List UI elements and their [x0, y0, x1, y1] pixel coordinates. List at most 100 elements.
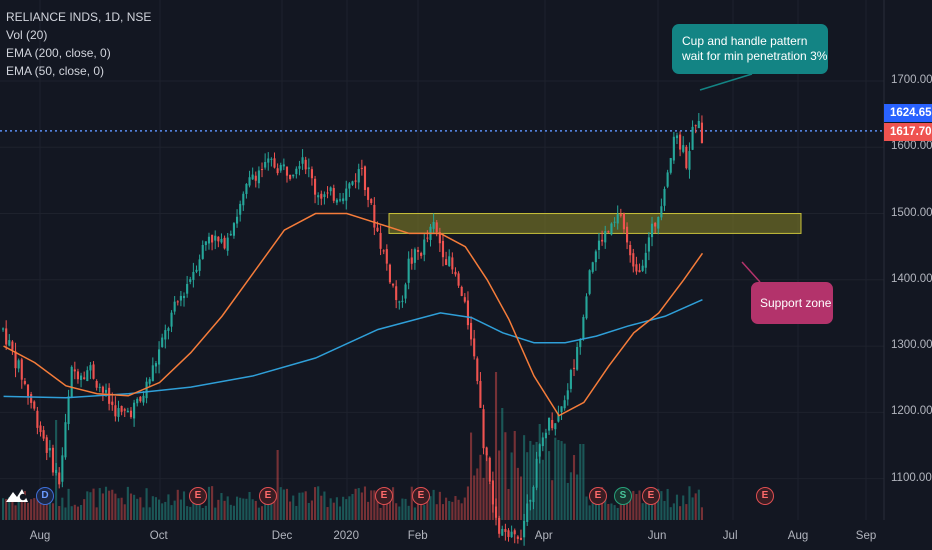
time-axis-tick: Jun — [647, 530, 667, 542]
legend-ema50[interactable]: EMA (50, close, 0) — [6, 64, 105, 78]
candle-body — [392, 283, 395, 286]
support-callout-text: Support zone — [760, 296, 832, 310]
event-marker-d[interactable]: D — [36, 487, 54, 505]
candle-body — [370, 199, 373, 203]
volume-bar — [17, 495, 20, 520]
candle-body — [354, 180, 357, 182]
candle-body — [416, 250, 420, 252]
candle-body — [98, 386, 101, 388]
candle-body — [48, 448, 51, 451]
volume-bar — [236, 496, 239, 520]
candle-body — [8, 340, 11, 346]
volume-bar — [610, 503, 613, 520]
support-zone-box[interactable] — [388, 213, 802, 234]
candle-body — [45, 437, 48, 453]
candle-body — [388, 264, 391, 283]
candle-body — [158, 349, 161, 365]
volume-bar — [429, 496, 432, 520]
volume-bar — [226, 496, 229, 520]
candle-body — [632, 253, 635, 267]
volume-bar — [123, 504, 126, 520]
volume-bar — [554, 437, 557, 520]
candle-body — [23, 381, 26, 384]
volume-bar — [494, 372, 498, 520]
legend-symbol[interactable]: RELIANCE INDS, 1D, NSE — [6, 10, 152, 24]
candle-body — [435, 222, 438, 233]
cup-handle-callout[interactable]: Cup and handle pattern wait for min pene… — [672, 24, 828, 74]
volume-bar — [432, 489, 435, 520]
volume-bar — [557, 440, 560, 520]
candle-body — [613, 221, 616, 223]
event-marker-e[interactable]: E — [642, 487, 660, 505]
support-callout-pointer — [741, 261, 761, 283]
candle-body — [164, 330, 167, 340]
volume-bar — [622, 490, 625, 520]
volume-bar — [351, 493, 354, 520]
candle-body — [498, 517, 501, 534]
event-marker-e[interactable]: E — [756, 487, 774, 505]
legend-volume[interactable]: Vol (20) — [6, 28, 48, 42]
legend-ema200[interactable]: EMA (200, close, 0) — [6, 46, 111, 60]
candle-body — [454, 271, 457, 275]
volume-bar — [48, 493, 51, 520]
candle-body — [226, 237, 229, 251]
volume-bar — [629, 495, 632, 520]
candle-body — [145, 381, 148, 399]
candle-body — [51, 447, 55, 473]
candle-body — [466, 300, 469, 326]
candle-body — [142, 395, 145, 403]
volume-bar — [663, 500, 666, 520]
volume-bar — [367, 501, 370, 520]
candle-body — [176, 301, 179, 303]
volume-bar — [585, 496, 588, 520]
volume-bar — [182, 491, 186, 520]
volume-bar — [548, 451, 551, 520]
volume-bar — [198, 503, 201, 520]
tradingview-logo-icon[interactable] — [4, 484, 30, 506]
candle-body — [666, 172, 669, 187]
candle-body — [357, 169, 360, 183]
volume-bar — [594, 495, 597, 520]
candle-body — [619, 214, 622, 216]
candle-body — [382, 250, 385, 252]
candle-body — [80, 375, 83, 380]
volume-bar — [2, 498, 5, 520]
volume-bar — [538, 424, 541, 520]
volume-bar — [572, 455, 576, 520]
volume-bar — [83, 499, 86, 520]
candle-body — [373, 204, 376, 228]
volume-bar — [114, 493, 117, 520]
candle-body — [76, 371, 79, 380]
candle-body — [607, 231, 610, 233]
support-zone-callout[interactable]: Support zone — [751, 282, 833, 324]
volume-bar — [619, 492, 622, 520]
volume-bar — [423, 505, 426, 520]
candle-body — [385, 249, 388, 264]
time-axis-tick: Dec — [271, 530, 293, 542]
candle-body — [451, 257, 454, 270]
candle-body — [591, 262, 594, 272]
volume-bar — [370, 490, 373, 520]
candle-body — [697, 120, 700, 129]
event-marker-e[interactable]: E — [259, 487, 277, 505]
event-marker-e[interactable]: E — [189, 487, 207, 505]
volume-bar — [70, 506, 73, 520]
event-marker-s[interactable]: S — [614, 487, 632, 505]
volume-bar — [51, 503, 55, 520]
volume-bar — [691, 497, 694, 520]
volume-bar — [5, 498, 8, 520]
volume-bar — [136, 498, 139, 520]
candle-body — [650, 223, 654, 238]
candle-body — [663, 188, 666, 206]
candle-body — [348, 183, 351, 189]
event-marker-e[interactable]: E — [412, 487, 430, 505]
time-axis-tick: Jul — [722, 530, 738, 542]
candle-body — [232, 223, 235, 236]
volume-bar — [660, 491, 663, 520]
price-axis-tick: 1600.00 — [891, 140, 932, 153]
event-marker-e[interactable]: E — [589, 487, 607, 505]
event-marker-e[interactable]: E — [375, 487, 393, 505]
candle-body — [20, 359, 23, 380]
volume-bar — [242, 498, 245, 520]
